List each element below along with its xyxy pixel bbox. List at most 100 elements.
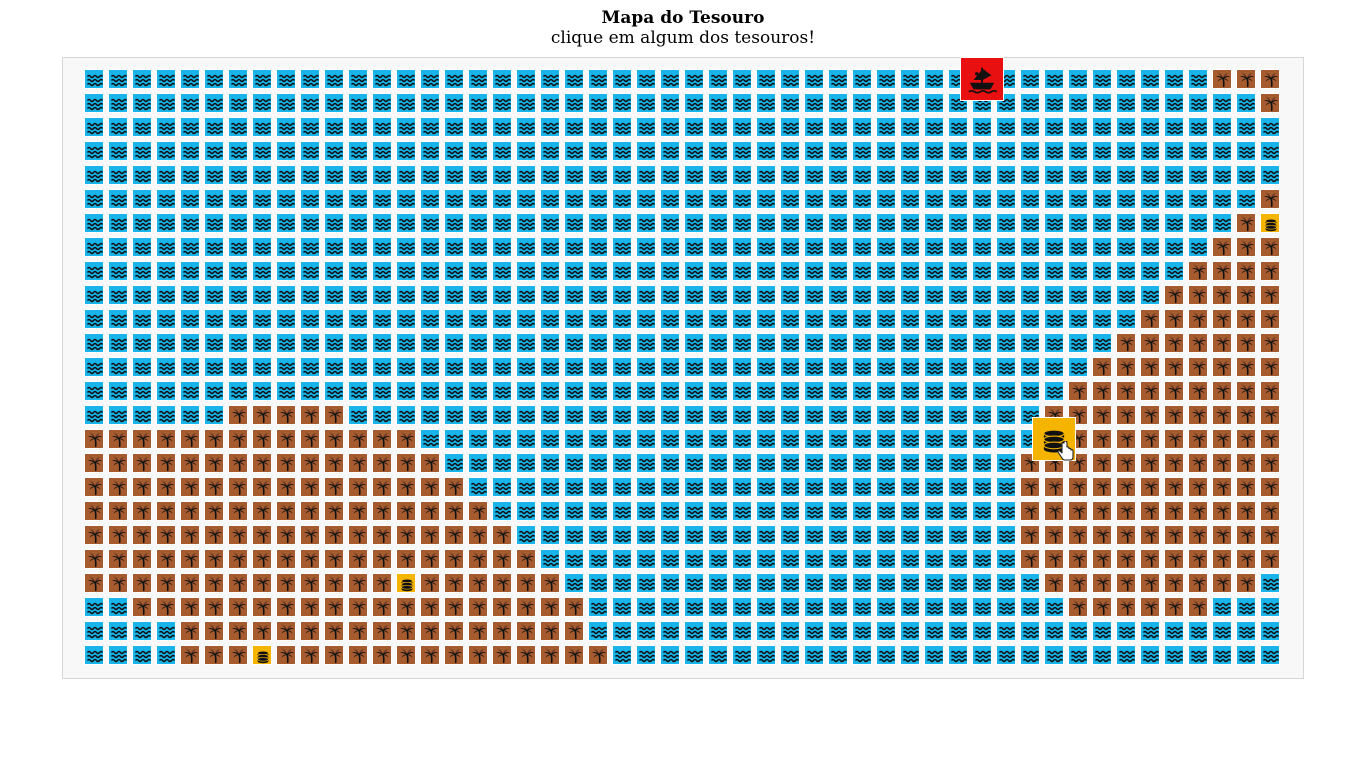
water-tile[interactable] — [1212, 141, 1232, 161]
land-tile[interactable] — [420, 525, 440, 545]
water-tile[interactable] — [324, 93, 344, 113]
water-tile[interactable] — [708, 69, 728, 89]
water-tile[interactable] — [876, 381, 896, 401]
land-tile[interactable] — [1236, 309, 1256, 329]
water-tile[interactable] — [444, 189, 464, 209]
water-tile[interactable] — [636, 69, 656, 89]
land-tile[interactable] — [1212, 309, 1232, 329]
water-tile[interactable] — [180, 237, 200, 257]
land-tile[interactable] — [300, 597, 320, 617]
water-tile[interactable] — [372, 237, 392, 257]
water-tile[interactable] — [780, 405, 800, 425]
water-tile[interactable] — [660, 621, 680, 641]
water-tile[interactable] — [756, 93, 776, 113]
water-tile[interactable] — [708, 453, 728, 473]
land-tile[interactable] — [1212, 405, 1232, 425]
water-tile[interactable] — [228, 141, 248, 161]
water-tile[interactable] — [348, 405, 368, 425]
water-tile[interactable] — [972, 501, 992, 521]
water-tile[interactable] — [108, 165, 128, 185]
water-tile[interactable] — [348, 189, 368, 209]
water-tile[interactable] — [348, 117, 368, 137]
water-tile[interactable] — [708, 285, 728, 305]
water-tile[interactable] — [276, 165, 296, 185]
water-tile[interactable] — [876, 357, 896, 377]
water-tile[interactable] — [540, 477, 560, 497]
land-tile[interactable] — [1164, 477, 1184, 497]
land-tile[interactable] — [1236, 357, 1256, 377]
water-tile[interactable] — [1068, 309, 1088, 329]
water-tile[interactable] — [1092, 309, 1112, 329]
water-tile[interactable] — [1020, 189, 1040, 209]
land-tile[interactable] — [372, 549, 392, 569]
water-tile[interactable] — [1044, 357, 1064, 377]
land-tile[interactable] — [444, 501, 464, 521]
land-tile[interactable] — [516, 621, 536, 641]
water-tile[interactable] — [420, 69, 440, 89]
land-tile[interactable] — [372, 597, 392, 617]
land-tile[interactable] — [276, 477, 296, 497]
water-tile[interactable] — [348, 309, 368, 329]
land-tile[interactable] — [252, 525, 272, 545]
water-tile[interactable] — [564, 381, 584, 401]
water-tile[interactable] — [924, 237, 944, 257]
water-tile[interactable] — [372, 309, 392, 329]
water-tile[interactable] — [876, 453, 896, 473]
land-tile[interactable] — [1116, 573, 1136, 593]
water-tile[interactable] — [804, 93, 824, 113]
water-tile[interactable] — [516, 93, 536, 113]
land-tile[interactable] — [276, 501, 296, 521]
land-tile[interactable] — [1236, 381, 1256, 401]
water-tile[interactable] — [684, 549, 704, 569]
water-tile[interactable] — [1092, 117, 1112, 137]
water-tile[interactable] — [300, 309, 320, 329]
water-tile[interactable] — [300, 165, 320, 185]
land-tile[interactable] — [1236, 525, 1256, 545]
water-tile[interactable] — [252, 381, 272, 401]
water-tile[interactable] — [228, 93, 248, 113]
water-tile[interactable] — [348, 357, 368, 377]
water-tile[interactable] — [636, 165, 656, 185]
water-tile[interactable] — [612, 237, 632, 257]
water-tile[interactable] — [564, 453, 584, 473]
land-tile[interactable] — [1140, 429, 1160, 449]
water-tile[interactable] — [132, 357, 152, 377]
water-tile[interactable] — [612, 621, 632, 641]
water-tile[interactable] — [732, 141, 752, 161]
water-tile[interactable] — [300, 333, 320, 353]
land-tile[interactable] — [1068, 381, 1088, 401]
water-tile[interactable] — [252, 309, 272, 329]
water-tile[interactable] — [780, 645, 800, 665]
water-tile[interactable] — [276, 69, 296, 89]
land-tile[interactable] — [108, 525, 128, 545]
water-tile[interactable] — [924, 69, 944, 89]
land-tile[interactable] — [324, 501, 344, 521]
water-tile[interactable] — [660, 237, 680, 257]
water-tile[interactable] — [1116, 69, 1136, 89]
water-tile[interactable] — [1044, 285, 1064, 305]
water-tile[interactable] — [348, 213, 368, 233]
water-tile[interactable] — [636, 429, 656, 449]
water-tile[interactable] — [156, 237, 176, 257]
water-tile[interactable] — [588, 621, 608, 641]
land-tile[interactable] — [444, 549, 464, 569]
water-tile[interactable] — [84, 237, 104, 257]
water-tile[interactable] — [1020, 213, 1040, 233]
land-tile[interactable] — [252, 573, 272, 593]
water-tile[interactable] — [516, 429, 536, 449]
land-tile[interactable] — [1260, 381, 1280, 401]
land-tile[interactable] — [132, 477, 152, 497]
water-tile[interactable] — [300, 117, 320, 137]
water-tile[interactable] — [660, 141, 680, 161]
water-tile[interactable] — [300, 213, 320, 233]
water-tile[interactable] — [660, 549, 680, 569]
water-tile[interactable] — [444, 429, 464, 449]
land-tile[interactable] — [300, 477, 320, 497]
water-tile[interactable] — [948, 501, 968, 521]
land-tile[interactable] — [1116, 549, 1136, 569]
water-tile[interactable] — [228, 69, 248, 89]
water-tile[interactable] — [708, 525, 728, 545]
water-tile[interactable] — [300, 357, 320, 377]
water-tile[interactable] — [276, 93, 296, 113]
land-tile[interactable] — [252, 621, 272, 641]
